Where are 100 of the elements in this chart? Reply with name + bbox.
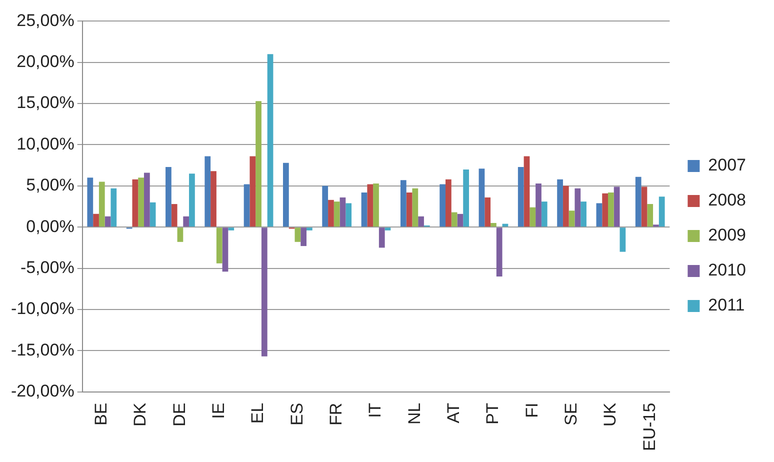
bar — [406, 192, 412, 227]
bar — [183, 216, 190, 227]
legend-label: 2010 — [708, 260, 746, 280]
bar — [166, 166, 172, 227]
y-tick-label: -20,00% — [10, 382, 74, 400]
bar — [440, 184, 446, 227]
bar — [418, 216, 424, 227]
bar — [189, 174, 195, 227]
bar — [641, 186, 648, 227]
y-tick-label: 5,00% — [26, 176, 74, 195]
y-tick-label: -15,00% — [10, 340, 74, 360]
y-tick-label: 15,00% — [16, 93, 74, 112]
bar — [384, 228, 391, 230]
bar — [490, 222, 496, 227]
bar — [524, 156, 530, 227]
bar — [562, 186, 569, 227]
bar — [98, 182, 105, 227]
bar — [300, 228, 306, 246]
bar — [204, 156, 211, 227]
legend-label: 2011 — [708, 296, 745, 315]
y-tick-label: 0,00% — [26, 216, 74, 236]
bar — [322, 186, 328, 227]
bar — [478, 168, 485, 227]
bar — [568, 210, 575, 227]
bar — [267, 54, 274, 227]
bar — [530, 207, 536, 227]
x-tick-label: EL — [248, 402, 268, 424]
bar — [541, 202, 548, 227]
bar — [340, 197, 346, 227]
bar — [412, 188, 418, 227]
bar — [171, 204, 178, 227]
bar — [457, 214, 464, 227]
bar — [93, 214, 99, 227]
bar — [378, 228, 385, 248]
bar — [484, 197, 491, 227]
bar — [580, 202, 586, 227]
bar — [228, 228, 234, 230]
bar — [463, 169, 469, 227]
x-tick-label: DE — [170, 402, 189, 426]
legend-label: 2007 — [708, 156, 746, 175]
bar — [608, 192, 614, 227]
bar — [177, 228, 184, 242]
bar — [451, 212, 458, 227]
bar — [635, 176, 642, 227]
bar — [132, 179, 138, 227]
x-tick-label: DK — [130, 402, 150, 426]
bar — [104, 216, 111, 227]
legend-label: 2009 — [708, 226, 746, 245]
bar — [361, 192, 368, 227]
bar — [306, 228, 312, 230]
bar — [216, 228, 222, 264]
x-tick-label: PT — [483, 402, 502, 425]
bar — [658, 196, 665, 227]
bar — [614, 186, 620, 227]
x-tick-label: ES — [287, 402, 306, 426]
y-tick-label: 20,00% — [16, 52, 74, 72]
bar — [446, 179, 452, 227]
bar — [574, 188, 581, 227]
bar — [244, 184, 250, 227]
x-tick-label: IT — [366, 402, 385, 418]
x-tick-label: EU-15 — [640, 402, 659, 451]
bar — [334, 202, 340, 227]
bar — [150, 202, 156, 227]
bar — [250, 156, 256, 227]
y-tick-label: 25,00% — [16, 10, 74, 30]
bar — [294, 228, 301, 242]
x-tick-label: FI — [522, 402, 542, 418]
x-tick-label: FR — [326, 402, 346, 426]
bar — [496, 228, 502, 277]
bar — [518, 166, 524, 227]
bar — [647, 204, 654, 227]
y-tick-label: 10,00% — [16, 134, 74, 154]
bar — [328, 200, 334, 227]
bar — [596, 203, 602, 227]
bar — [400, 180, 406, 227]
x-tick-label: BE — [92, 402, 111, 426]
bar — [144, 172, 150, 227]
bar — [110, 188, 117, 227]
bar — [536, 183, 542, 227]
bar — [283, 162, 289, 227]
y-tick-label: -5,00% — [20, 258, 74, 277]
bar — [210, 171, 216, 227]
y-tick-label: -10,00% — [10, 299, 74, 318]
bar — [256, 101, 262, 227]
legend-label: 2008 — [708, 190, 746, 210]
bar — [557, 179, 563, 227]
x-tick-label: NL — [404, 402, 424, 425]
bar — [373, 183, 379, 227]
bar — [346, 203, 352, 227]
x-tick-label: IE — [209, 402, 228, 419]
bar — [261, 228, 268, 356]
bar — [620, 228, 626, 252]
bar — [138, 178, 144, 227]
x-tick-label: AT — [444, 402, 464, 424]
bar — [87, 178, 94, 227]
x-tick-label: SE — [561, 402, 580, 426]
x-tick-label: UK — [600, 402, 620, 426]
bar — [602, 193, 608, 227]
bar — [222, 228, 228, 272]
bar — [367, 184, 374, 227]
